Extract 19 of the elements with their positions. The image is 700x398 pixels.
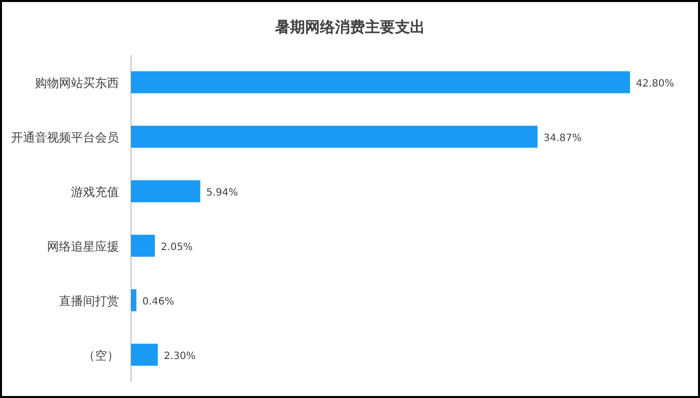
data-label: 2.05%	[160, 242, 193, 253]
bar	[131, 344, 158, 366]
data-label: 2.30%	[164, 350, 196, 362]
data-label: 42.80%	[636, 78, 674, 90]
data-label: 0.46%	[142, 296, 174, 308]
bar	[131, 289, 136, 312]
y-tick-label: （空）	[83, 348, 119, 362]
bar	[131, 126, 538, 148]
y-tick-label: 网络追星应援	[47, 239, 119, 254]
y-tick-label: 直播间打赏	[59, 294, 119, 308]
chart-title: 暑期网络消费主要支出	[274, 18, 425, 36]
data-label: 34.87%	[544, 132, 582, 144]
bar	[131, 234, 155, 257]
bar	[131, 71, 630, 94]
y-tick-label: 开通音视频平台会员	[11, 130, 119, 144]
data-label: 5.94%	[206, 187, 238, 198]
y-tick-label: 游戏充值	[71, 184, 119, 199]
y-tick-label: 购物网站买东西	[35, 76, 119, 90]
bar	[131, 180, 200, 202]
